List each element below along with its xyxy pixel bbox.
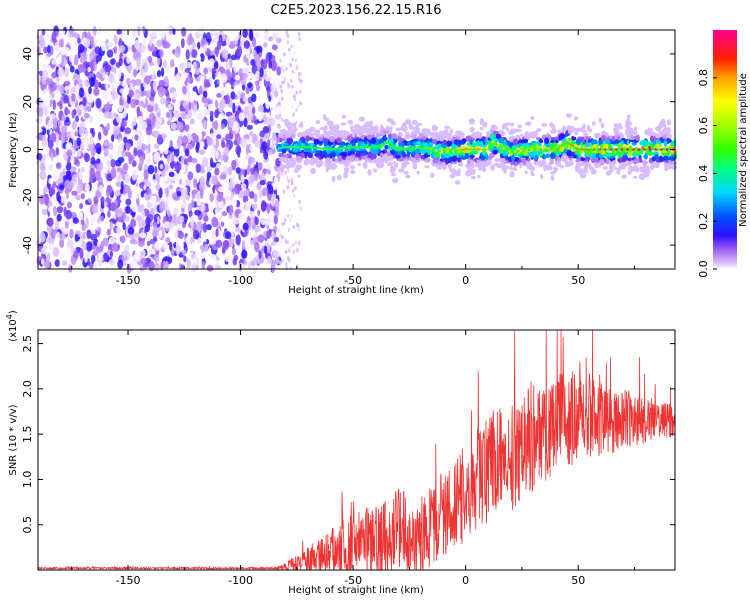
- snr-y-multiplier-exp: 4: [5, 314, 14, 319]
- snr-y-tick-label: 1.5: [21, 425, 34, 443]
- snr-x-label: Height of straight line (km): [288, 585, 424, 596]
- snr-x-tick-label: -150: [116, 574, 141, 587]
- spectrogram-x-tick-label: 0: [462, 274, 469, 287]
- colorbar-tick-label: 0.0: [697, 260, 710, 278]
- snr-y-tick-label: 2.5: [21, 335, 34, 353]
- snr-y-tick-label: 1.0: [21, 471, 34, 489]
- spectrogram-y-tick-label: -40: [21, 236, 34, 254]
- snr-y-label: SNR (10 * v/v): [8, 404, 19, 475]
- spectrogram-y-tick-label: 40: [21, 47, 34, 61]
- spectrogram-x-tick-label: -150: [116, 274, 141, 287]
- spectrogram-y-tick-label: -20: [21, 188, 34, 206]
- spectrogram-y-label: Frequency (Hz): [8, 112, 19, 188]
- snr-panel: -150 -100 -50 0 50 0.5 1.0 1.5 2.0 2.5 Height of …: [5, 310, 676, 596]
- colorbar-tick-label: 0.8: [697, 69, 710, 87]
- spectrogram-panel: -150 -100 -50 0 50 -40 -20 0 20 40 Height of stra…: [8, 25, 678, 296]
- colorbar-tick-label: 0.2: [697, 212, 710, 230]
- colorbar-tick-label: 0.4: [697, 165, 710, 183]
- spectrogram-y-tick-label: 0: [21, 146, 34, 153]
- snr-y-tick-label: 0.5: [21, 516, 34, 534]
- colorbar-tick-label: 0.6: [697, 117, 710, 135]
- snr-series-line: [37, 329, 676, 571]
- snr-x-tick-label: -50: [344, 574, 362, 587]
- spectrogram-x-tick-label: 50: [571, 274, 585, 287]
- snr-x-tick-label: 50: [571, 574, 585, 587]
- snr-x-tick-label: -100: [228, 574, 253, 587]
- spectrogram-x-label: Height of straight line (km): [288, 285, 424, 296]
- snr-y-tick-label: 2.0: [21, 380, 34, 398]
- colorbar-gradient: [713, 30, 737, 269]
- snr-y-multiplier: (x104): [5, 310, 19, 342]
- spectrogram-x-tick-label: -100: [228, 274, 253, 287]
- colorbar-label: Normalized spectral amplitude: [738, 73, 749, 227]
- spectrogram-y-tick-label: 20: [21, 95, 34, 109]
- colorbar: 0.0 0.2 0.4 0.6 0.8 Normalized spectral ampl…: [697, 30, 749, 278]
- snr-frame: [37, 329, 676, 571]
- snr-x-tick-label: 0: [462, 574, 469, 587]
- figure-title: C2E5.2023.156.22.15.R16: [270, 3, 441, 18]
- spectrogram-data: [35, 25, 678, 274]
- spectrogram-x-tick-label: -50: [344, 274, 362, 287]
